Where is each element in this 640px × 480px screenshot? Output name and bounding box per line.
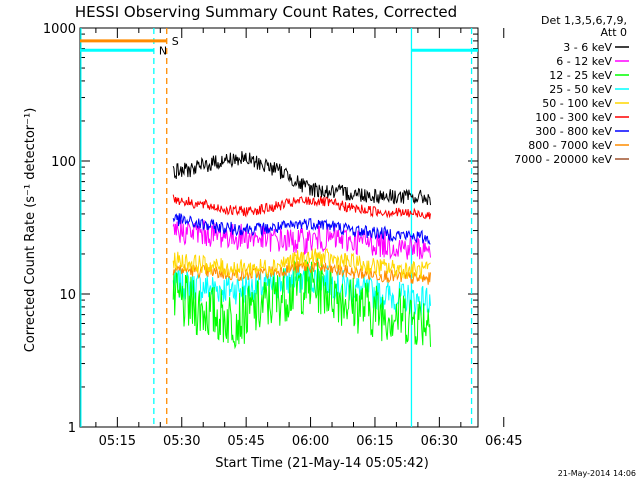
x-tick-label: 06:00 [292, 434, 329, 449]
x-tick-label: 06:30 [421, 434, 458, 449]
flag-label: S [172, 35, 179, 48]
legend-label: 800 - 7000 keV [528, 139, 612, 152]
y-tick-label: 1 [68, 421, 76, 436]
legend-label: 12 - 25 keV [549, 69, 612, 82]
y-tick-label: 10 [59, 288, 76, 303]
legend-label: 6 - 12 keV [556, 55, 612, 68]
x-tick-label: 06:45 [485, 434, 522, 449]
x-axis-label: Start Time (21-May-14 05:05:42) [215, 456, 429, 471]
y-tick-label: 1000 [43, 22, 76, 37]
x-tick-label: 06:15 [356, 434, 393, 449]
footer-date: 21-May-2014 14:06 [558, 469, 636, 478]
legend-label: 300 - 800 keV [535, 125, 612, 138]
x-tick-label: 05:45 [227, 434, 264, 449]
legend-header-line-2: Att 0 [601, 26, 627, 39]
flag-label: N [159, 44, 167, 57]
legend-label: 3 - 6 keV [563, 41, 612, 54]
y-tick-label: 100 [51, 155, 76, 170]
legend-label: 50 - 100 keV [542, 97, 612, 110]
chart-title: HESSI Observing Summary Count Rates, Cor… [75, 3, 457, 21]
x-tick-label: 05:15 [99, 434, 136, 449]
y-axis-label: Corrected Count Rate (s⁻¹ detector⁻¹) [23, 108, 38, 353]
legend-label: 25 - 50 keV [549, 83, 612, 96]
x-tick-label: 05:30 [163, 434, 200, 449]
legend-label: 100 - 300 keV [535, 111, 612, 124]
count-rate-chart: HESSI Observing Summary Count Rates, Cor… [0, 0, 640, 480]
legend-label: 7000 - 20000 keV [514, 153, 612, 166]
